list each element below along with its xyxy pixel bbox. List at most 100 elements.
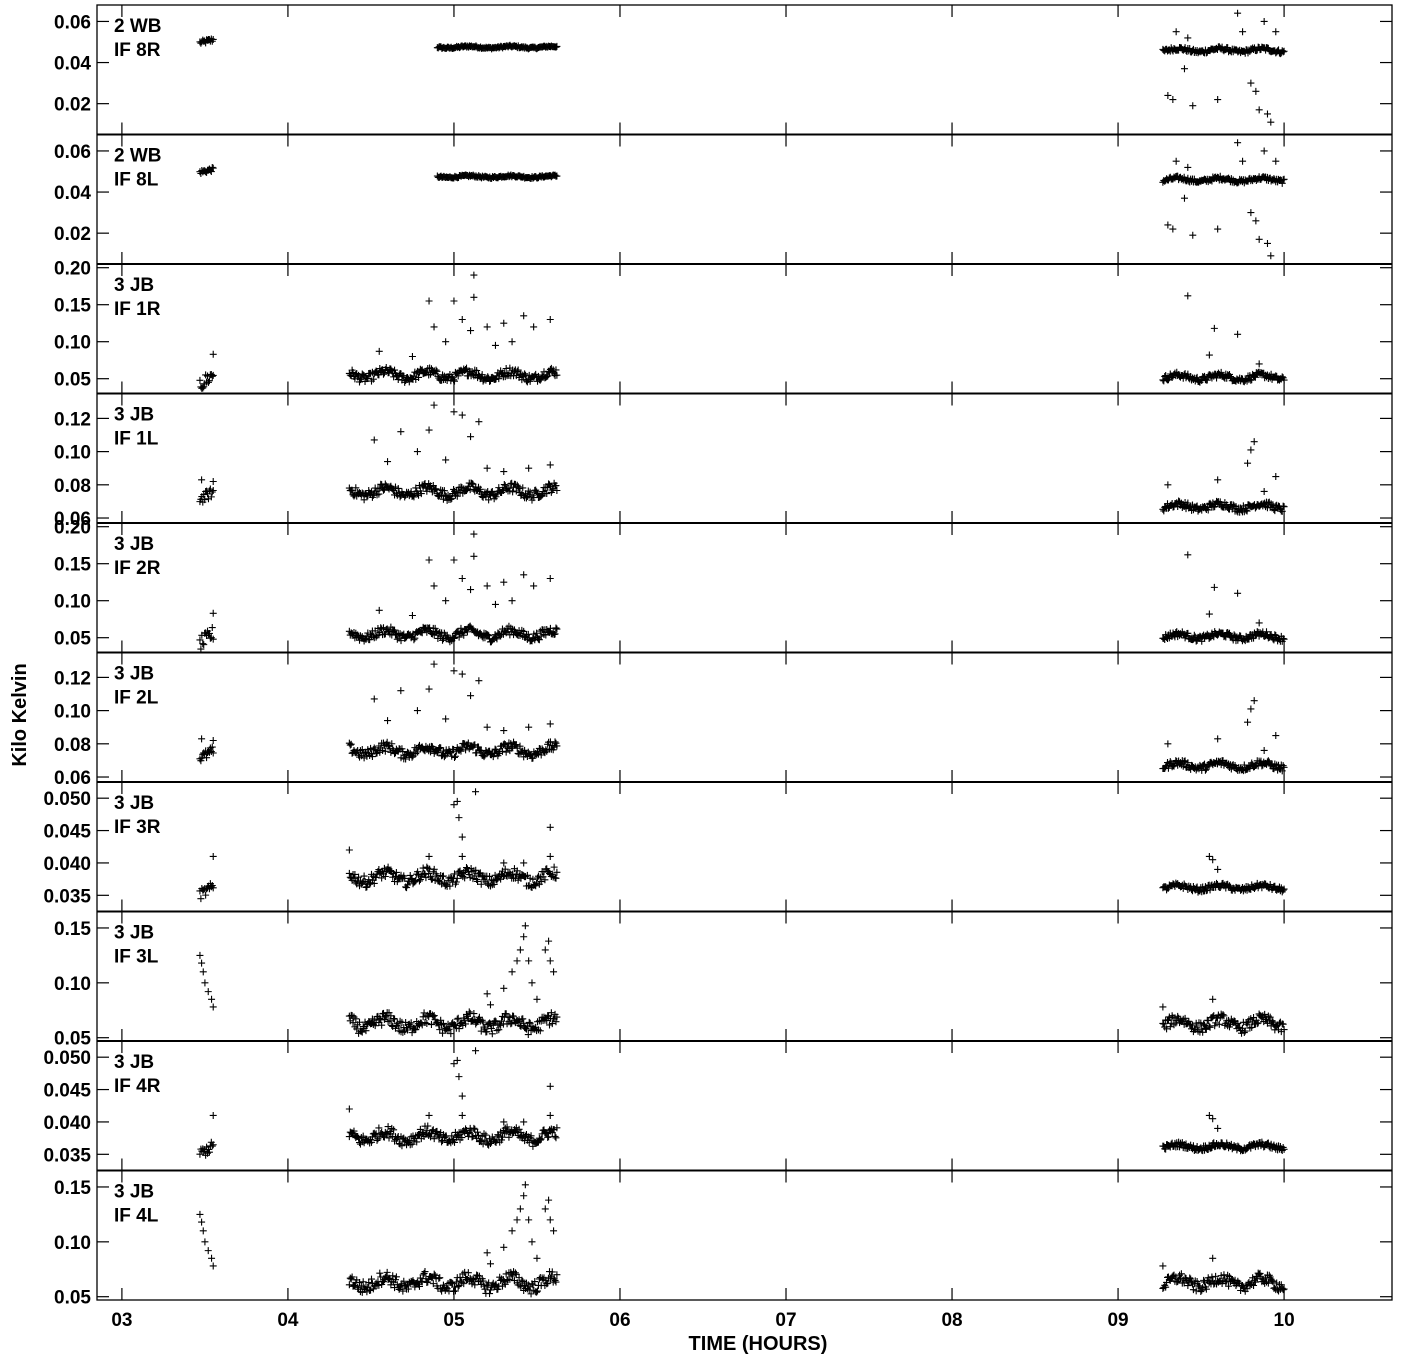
data-point xyxy=(1215,1020,1223,1028)
data-point xyxy=(1209,1254,1217,1262)
panel-antenna-label: 3 JB xyxy=(114,923,154,944)
data-point xyxy=(467,327,475,335)
data-point xyxy=(375,371,383,379)
data-point xyxy=(520,571,528,579)
data-point xyxy=(495,1026,503,1034)
panel-2: 2 WB IF 8L 0.02 0.04 0.06 xyxy=(54,133,1392,264)
data-point xyxy=(534,1287,542,1295)
panel-antenna-label: 3 JB xyxy=(114,275,154,296)
y-tick-label: 0.06 xyxy=(54,509,91,530)
data-point xyxy=(521,1181,529,1189)
data-point xyxy=(1247,79,1255,87)
data-point xyxy=(1209,856,1217,864)
panel-if-label: IF 4L xyxy=(114,1206,159,1227)
data-point xyxy=(1177,1270,1185,1278)
data-point xyxy=(541,946,549,954)
y-tick-label: 0.08 xyxy=(54,476,91,497)
data-point xyxy=(462,366,470,374)
y-tick-label: 0.12 xyxy=(54,409,91,430)
data-point xyxy=(491,375,499,383)
data-points xyxy=(196,788,1288,903)
data-point xyxy=(208,624,216,632)
y-tick-label: 0.10 xyxy=(54,974,91,995)
data-point xyxy=(475,677,483,685)
data-point xyxy=(458,1111,466,1119)
data-point xyxy=(1226,373,1234,381)
data-point xyxy=(546,852,554,860)
data-point xyxy=(1210,324,1218,332)
data-point xyxy=(430,323,438,331)
data-point xyxy=(1244,718,1252,726)
data-point xyxy=(434,372,442,380)
data-point xyxy=(413,707,421,715)
y-axis-title: Kilo Kelvin xyxy=(9,663,31,766)
data-point xyxy=(384,717,392,725)
data-point xyxy=(508,597,516,605)
data-point xyxy=(1184,551,1192,559)
y-tick-label: 0.02 xyxy=(54,95,91,116)
data-point xyxy=(425,556,433,564)
y-tick-label: 0.20 xyxy=(54,259,91,280)
data-point xyxy=(467,586,475,594)
data-point xyxy=(352,484,360,492)
data-point xyxy=(199,1227,207,1235)
panel-antenna-label: 3 JB xyxy=(114,1182,154,1203)
data-point xyxy=(450,297,458,305)
data-point xyxy=(486,377,494,385)
data-point xyxy=(1234,139,1242,147)
panel-if-label: IF 2R xyxy=(114,558,161,579)
data-points xyxy=(196,139,1288,260)
data-point xyxy=(546,823,554,831)
data-point xyxy=(209,371,217,379)
data-point xyxy=(546,1111,554,1119)
data-point xyxy=(360,872,368,880)
x-tick-label: 03 xyxy=(111,1310,132,1331)
y-tick-label: 0.04 xyxy=(54,54,91,75)
y-tick-label: 0.15 xyxy=(54,919,91,940)
data-point xyxy=(550,968,558,976)
data-point xyxy=(553,371,561,379)
data-point xyxy=(1272,732,1280,740)
data-point xyxy=(209,736,217,744)
data-point xyxy=(209,852,217,860)
data-point xyxy=(198,476,206,484)
data-point xyxy=(546,720,554,728)
data-point xyxy=(1260,746,1268,754)
data-point xyxy=(1247,209,1255,217)
data-point xyxy=(1184,292,1192,300)
data-point xyxy=(209,1262,217,1270)
data-point xyxy=(345,1105,353,1113)
panel-antenna-label: 3 JB xyxy=(114,534,154,555)
data-point xyxy=(552,43,560,51)
data-points xyxy=(196,1047,1288,1159)
data-point xyxy=(528,979,536,987)
data-point xyxy=(425,297,433,305)
data-point xyxy=(1252,217,1260,225)
data-point xyxy=(1272,28,1280,36)
data-point xyxy=(209,164,217,172)
y-tick-label: 0.050 xyxy=(43,1048,91,1069)
data-point xyxy=(546,575,554,582)
data-point xyxy=(1210,583,1218,591)
data-point xyxy=(1255,619,1263,627)
data-point xyxy=(513,957,521,965)
data-point xyxy=(209,35,217,43)
data-point xyxy=(1172,157,1180,165)
panel-antenna-label: 3 JB xyxy=(114,793,154,814)
data-point xyxy=(520,933,528,941)
data-point xyxy=(508,1227,516,1235)
data-point xyxy=(198,735,206,743)
data-point xyxy=(484,373,492,381)
data-point xyxy=(209,487,217,495)
data-point xyxy=(1205,351,1213,359)
y-tick-label: 0.15 xyxy=(54,1178,91,1199)
data-point xyxy=(1184,34,1192,42)
y-tick-label: 0.02 xyxy=(54,224,91,245)
data-point xyxy=(197,895,205,903)
data-point xyxy=(472,788,480,796)
data-point xyxy=(486,1001,494,1009)
y-tick-label: 0.15 xyxy=(54,296,91,317)
data-point xyxy=(533,995,541,1003)
panel-10: 3 JB IF 4L 0.05 0.10 0.15 xyxy=(54,1169,1392,1309)
